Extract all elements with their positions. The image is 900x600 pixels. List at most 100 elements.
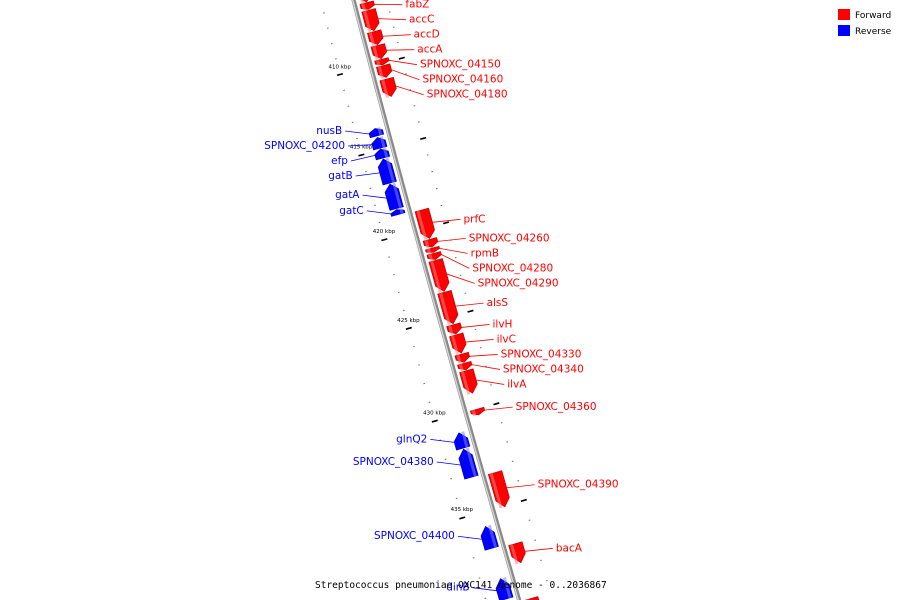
gene-feature[interactable] [379,76,397,98]
gene-leader-line [439,247,468,254]
gene-feature[interactable] [368,127,385,139]
gene-feature[interactable] [524,596,540,600]
gene-label[interactable]: SPNOXC_04340 [503,363,584,375]
gene-shade [360,0,365,4]
gene-feature[interactable] [359,0,375,11]
gene-feature[interactable] [459,368,478,395]
gene-label[interactable]: accC [409,14,434,26]
gene-label[interactable]: efp [331,155,348,167]
gene-leader-line [461,324,490,328]
gene-feature[interactable] [376,63,393,79]
gene-feature[interactable] [446,322,462,336]
gene-label[interactable]: accD [414,29,440,41]
gene-feature[interactable] [384,182,404,211]
gene-leader-line [436,461,461,466]
gene-feature[interactable] [426,251,442,261]
major-tick-mark [381,238,388,242]
gene-feature[interactable] [454,351,470,364]
reverse-swatch [838,25,850,36]
gene-shade [416,210,428,240]
gene-label[interactable]: alsS [487,297,509,309]
gene-feature[interactable] [470,406,486,417]
gene-label[interactable]: gatB [328,170,352,182]
gene-leader-line [430,438,455,443]
gene-feature[interactable] [370,43,388,60]
tick-label: 410 kbp [328,64,351,70]
gene-shade [502,577,512,599]
gene-label[interactable]: SPNOXC_04280 [472,262,553,274]
gene-label[interactable]: SPNOXC_04390 [538,479,619,491]
gene-label[interactable]: glnQ2 [396,433,427,445]
gene-label[interactable]: gatC [339,205,364,217]
gene-feature[interactable] [367,29,384,46]
major-tick-mark [459,516,466,520]
gene-label[interactable]: SPNOXC_04160 [422,74,503,86]
gene-feature[interactable] [437,290,459,326]
major-tick-mark [420,136,427,140]
gene-label[interactable]: ilvH [492,318,512,330]
backbone-layer [351,0,522,600]
gene-feature[interactable] [428,258,450,293]
gene-leader-line [465,339,494,343]
gene-label[interactable]: rpmB [471,247,499,259]
gene-label[interactable]: dinB [446,582,469,594]
gene-leader-line [476,379,505,385]
gene-feature[interactable] [480,524,499,551]
gene-label[interactable]: prfC [463,213,485,225]
gene-shade [451,335,459,355]
gene-leader-line [348,144,373,147]
gene-shade [487,524,497,548]
gene-label[interactable]: SPNOXC_04260 [469,232,550,244]
gene-feature[interactable] [371,136,388,151]
gene-feature[interactable] [414,207,435,240]
gene-leader-line [472,587,497,592]
gene-feature[interactable] [377,157,397,186]
gene-label[interactable]: accA [417,44,443,56]
gene-label[interactable]: ilvC [497,333,516,345]
gene-label[interactable]: gatA [335,189,360,201]
gene-label[interactable]: SPNOXC_04200 [264,140,345,152]
major-ticks: 410 kbp 415 kbp 420 kbp 425 kbp 430 kbp 435 k… [328,56,527,520]
gene-feature[interactable] [390,208,406,217]
gene-shade [372,46,379,60]
gene-label[interactable]: SPNOXC_04360 [516,401,597,413]
gene-leader-line [388,59,418,66]
forward-legend-label: Forward [855,11,891,21]
gene-label[interactable]: bacA [556,542,583,554]
gene-label[interactable]: ilvA [507,378,527,390]
gene-label[interactable]: nusB [316,125,342,137]
gene-shade [368,32,376,46]
gene-labels: fabEfabZaccCaccDaccASPNOXC_04150SPNOXC_0… [264,0,618,594]
gene-feature[interactable] [422,237,439,249]
gene-feature[interactable] [453,431,471,451]
gene-label[interactable]: SPNOXC_04380 [353,456,434,468]
major-tick-mark [467,309,474,313]
gene-feature[interactable] [374,57,390,67]
gene-feature[interactable] [356,0,372,4]
gene-label[interactable]: fabZ [405,0,429,11]
gene-feature[interactable] [425,245,440,254]
gene-label[interactable]: SPNOXC_04150 [420,59,501,71]
gene-leader-line [432,218,461,223]
gene-feature[interactable] [508,541,526,565]
gene-feature[interactable] [458,447,479,480]
major-tick-mark [520,498,527,502]
gene-feature[interactable] [457,361,473,372]
gene-arrow [524,596,540,600]
gene-feature[interactable] [449,332,467,355]
gene-shade [399,208,404,214]
gene-label[interactable]: SPNOXC_04290 [478,277,559,289]
gene-feature[interactable] [374,147,391,161]
gene-shade [510,544,519,565]
gene-feature[interactable] [495,577,514,600]
gene-label[interactable]: SPNOXC_04330 [501,348,582,360]
gene-arrow [370,43,388,59]
gene-shade [427,248,432,254]
gene-arrow [361,0,369,3]
gene-feature[interactable] [361,8,380,33]
gene-label[interactable]: SPNOXC_04400 [374,530,455,542]
gene-leader-line [391,69,420,81]
tick-label: 425 kbp [397,318,420,324]
gene-feature[interactable] [487,470,510,509]
gene-label[interactable]: SPNOXC_04180 [427,89,508,101]
